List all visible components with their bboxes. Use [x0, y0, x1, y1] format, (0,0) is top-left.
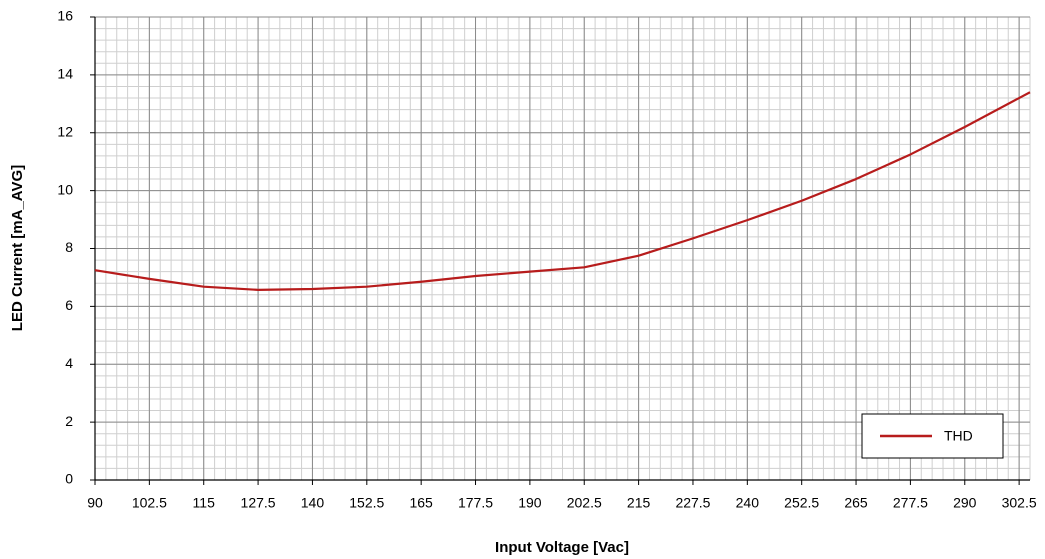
y-tick-label: 16: [57, 8, 73, 24]
x-tick-label: 202.5: [567, 495, 602, 511]
x-tick-label: 227.5: [675, 495, 710, 511]
y-tick-label: 0: [65, 471, 73, 487]
x-tick-label: 277.5: [893, 495, 928, 511]
data-line: [94, 91, 1031, 291]
y-tick-label: 8: [65, 239, 73, 255]
y-axis-label: LED Current [mA_AVG]: [9, 165, 26, 331]
x-tick-label: 140: [301, 495, 325, 511]
y-tick-label: 2: [65, 413, 73, 429]
x-tick-label: 240: [736, 495, 760, 511]
x-tick-label: 215: [627, 495, 651, 511]
x-tick-label: 302.5: [1002, 495, 1037, 511]
y-tick-label: 12: [57, 123, 73, 139]
y-tick-label: 10: [57, 181, 73, 197]
x-tick-label: 177.5: [458, 495, 493, 511]
x-tick-label: 165: [409, 495, 433, 511]
x-tick-label: 252.5: [784, 495, 819, 511]
x-tick-label: 265: [844, 495, 868, 511]
x-tick-label: 102.5: [132, 495, 167, 511]
y-tick-label: 14: [57, 66, 73, 82]
x-tick-label: 115: [193, 495, 216, 511]
y-tick-label: 6: [65, 297, 73, 313]
x-axis-label: Input Voltage [Vac]: [495, 539, 629, 556]
x-tick-label: 90: [87, 495, 103, 511]
y-tick-label: 4: [65, 355, 73, 371]
x-tick-label: 152.5: [349, 495, 384, 511]
x-tick-label: 290: [953, 495, 977, 511]
x-tick-label: 127.5: [241, 495, 276, 511]
x-tick-label: 190: [518, 495, 542, 511]
legend-label: THD: [944, 428, 973, 444]
